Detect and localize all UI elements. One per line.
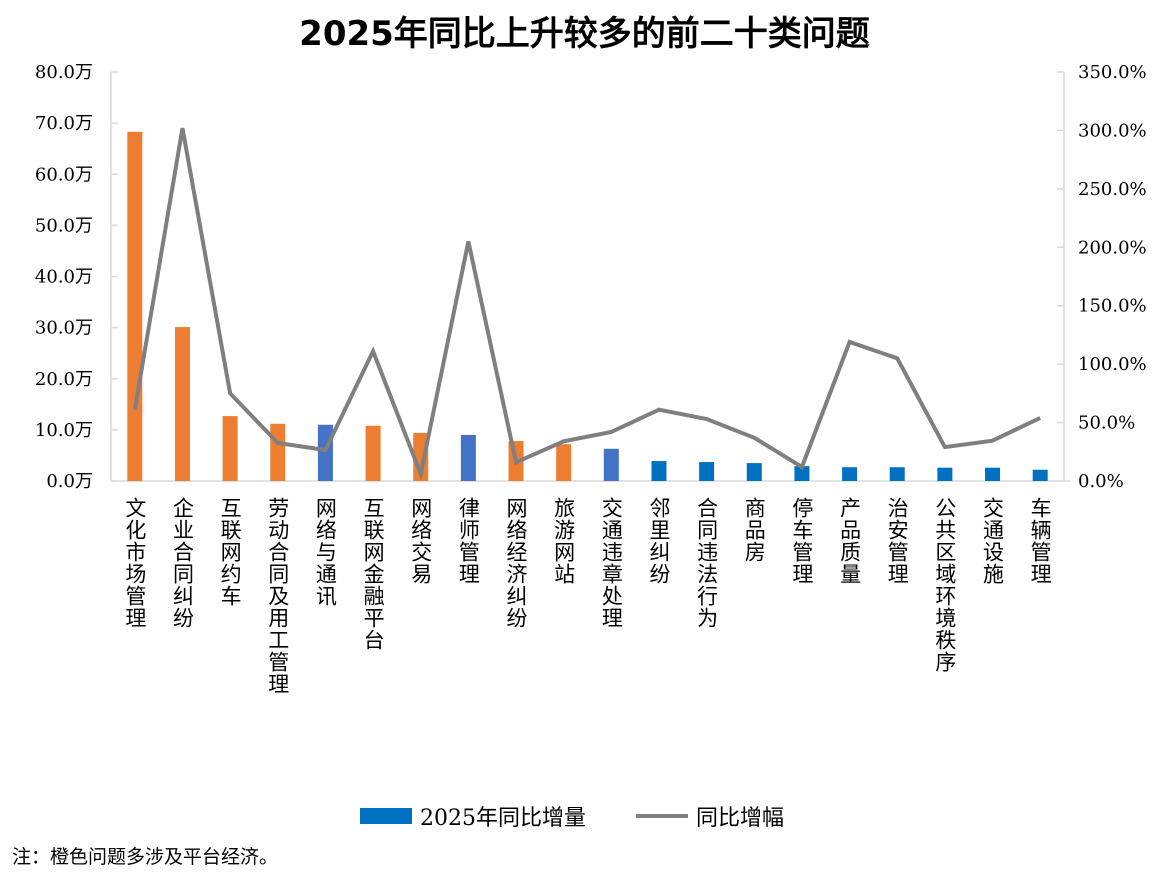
left-tick-label: 20.0万 [35,369,93,390]
right-tick-label: 200.0% [1078,237,1147,258]
category-label: 网络经济纠纷 [504,497,529,629]
bar [603,448,619,481]
right-tick-label: 300.0% [1078,120,1147,141]
left-tick-label: 80.0万 [35,62,93,83]
left-tick-label: 10.0万 [35,420,93,441]
bar [556,444,572,481]
right-tick-label: 0.0% [1078,471,1124,492]
right-tick-label: 250.0% [1078,179,1147,200]
bar [270,423,286,481]
left-tick-label: 70.0万 [35,113,93,134]
category-label: 商品房 [742,497,767,563]
category-label: 停车管理 [789,497,814,585]
category-label: 交通违章处理 [599,497,624,629]
legend: 2025年同比增量 同比增幅 [360,800,784,832]
left-tick-label: 30.0万 [35,318,93,339]
bar [460,434,476,481]
bar [365,425,381,481]
category-label: 文化市场管理 [122,497,147,629]
bar [317,424,333,481]
bar [174,327,190,481]
bar [699,462,715,481]
category-label: 企业合同纠纷 [170,497,195,629]
category-label: 邻里纠纷 [646,497,671,585]
bar [222,416,238,481]
right-tick-label: 100.0% [1078,354,1147,375]
legend-line-swatch [636,814,688,818]
bar [651,461,667,481]
chart-title: 2025年同比上升较多的前二十类问题 [299,14,870,54]
right-tick-label: 150.0% [1078,296,1147,317]
category-label: 合同违法行为 [694,497,719,629]
category-label: 互联网约车 [218,497,243,607]
legend-bar-swatch [360,808,412,824]
bar [746,463,762,481]
category-label: 网络与通讯 [313,497,338,607]
category-label: 公共区域环境秩序 [932,497,957,673]
right-tick-label: 350.0% [1078,62,1147,83]
left-tick-label: 40.0万 [35,267,93,288]
bar [985,467,1001,481]
right-tick-label: 50.0% [1078,413,1135,434]
bar [889,467,905,481]
bar [127,131,143,481]
line-series [132,127,1042,482]
category-label: 车辆管理 [1028,497,1053,585]
left-tick-label: 0.0万 [46,471,93,492]
category-label: 交通设施 [980,497,1005,585]
footnote: 注：橙色问题多涉及平台经济。 [12,846,279,868]
legend-line-label: 同比增幅 [696,806,785,831]
category-label: 律师管理 [456,497,481,585]
left-tick-label: 50.0万 [35,215,93,236]
category-label: 产品质量 [837,497,862,585]
left-tick-label: 60.0万 [35,164,93,185]
category-label: 互联网金融平台 [361,497,386,651]
category-label: 治安管理 [885,497,910,585]
category-label: 旅游网站 [551,497,576,585]
bar [1032,469,1048,481]
legend-bar-label: 2025年同比增量 [420,806,586,831]
category-label: 劳动合同及用工管理 [265,497,290,695]
bar [937,467,953,481]
bar [794,466,810,481]
category-label: 网络交易 [408,497,433,585]
bar [842,467,858,481]
